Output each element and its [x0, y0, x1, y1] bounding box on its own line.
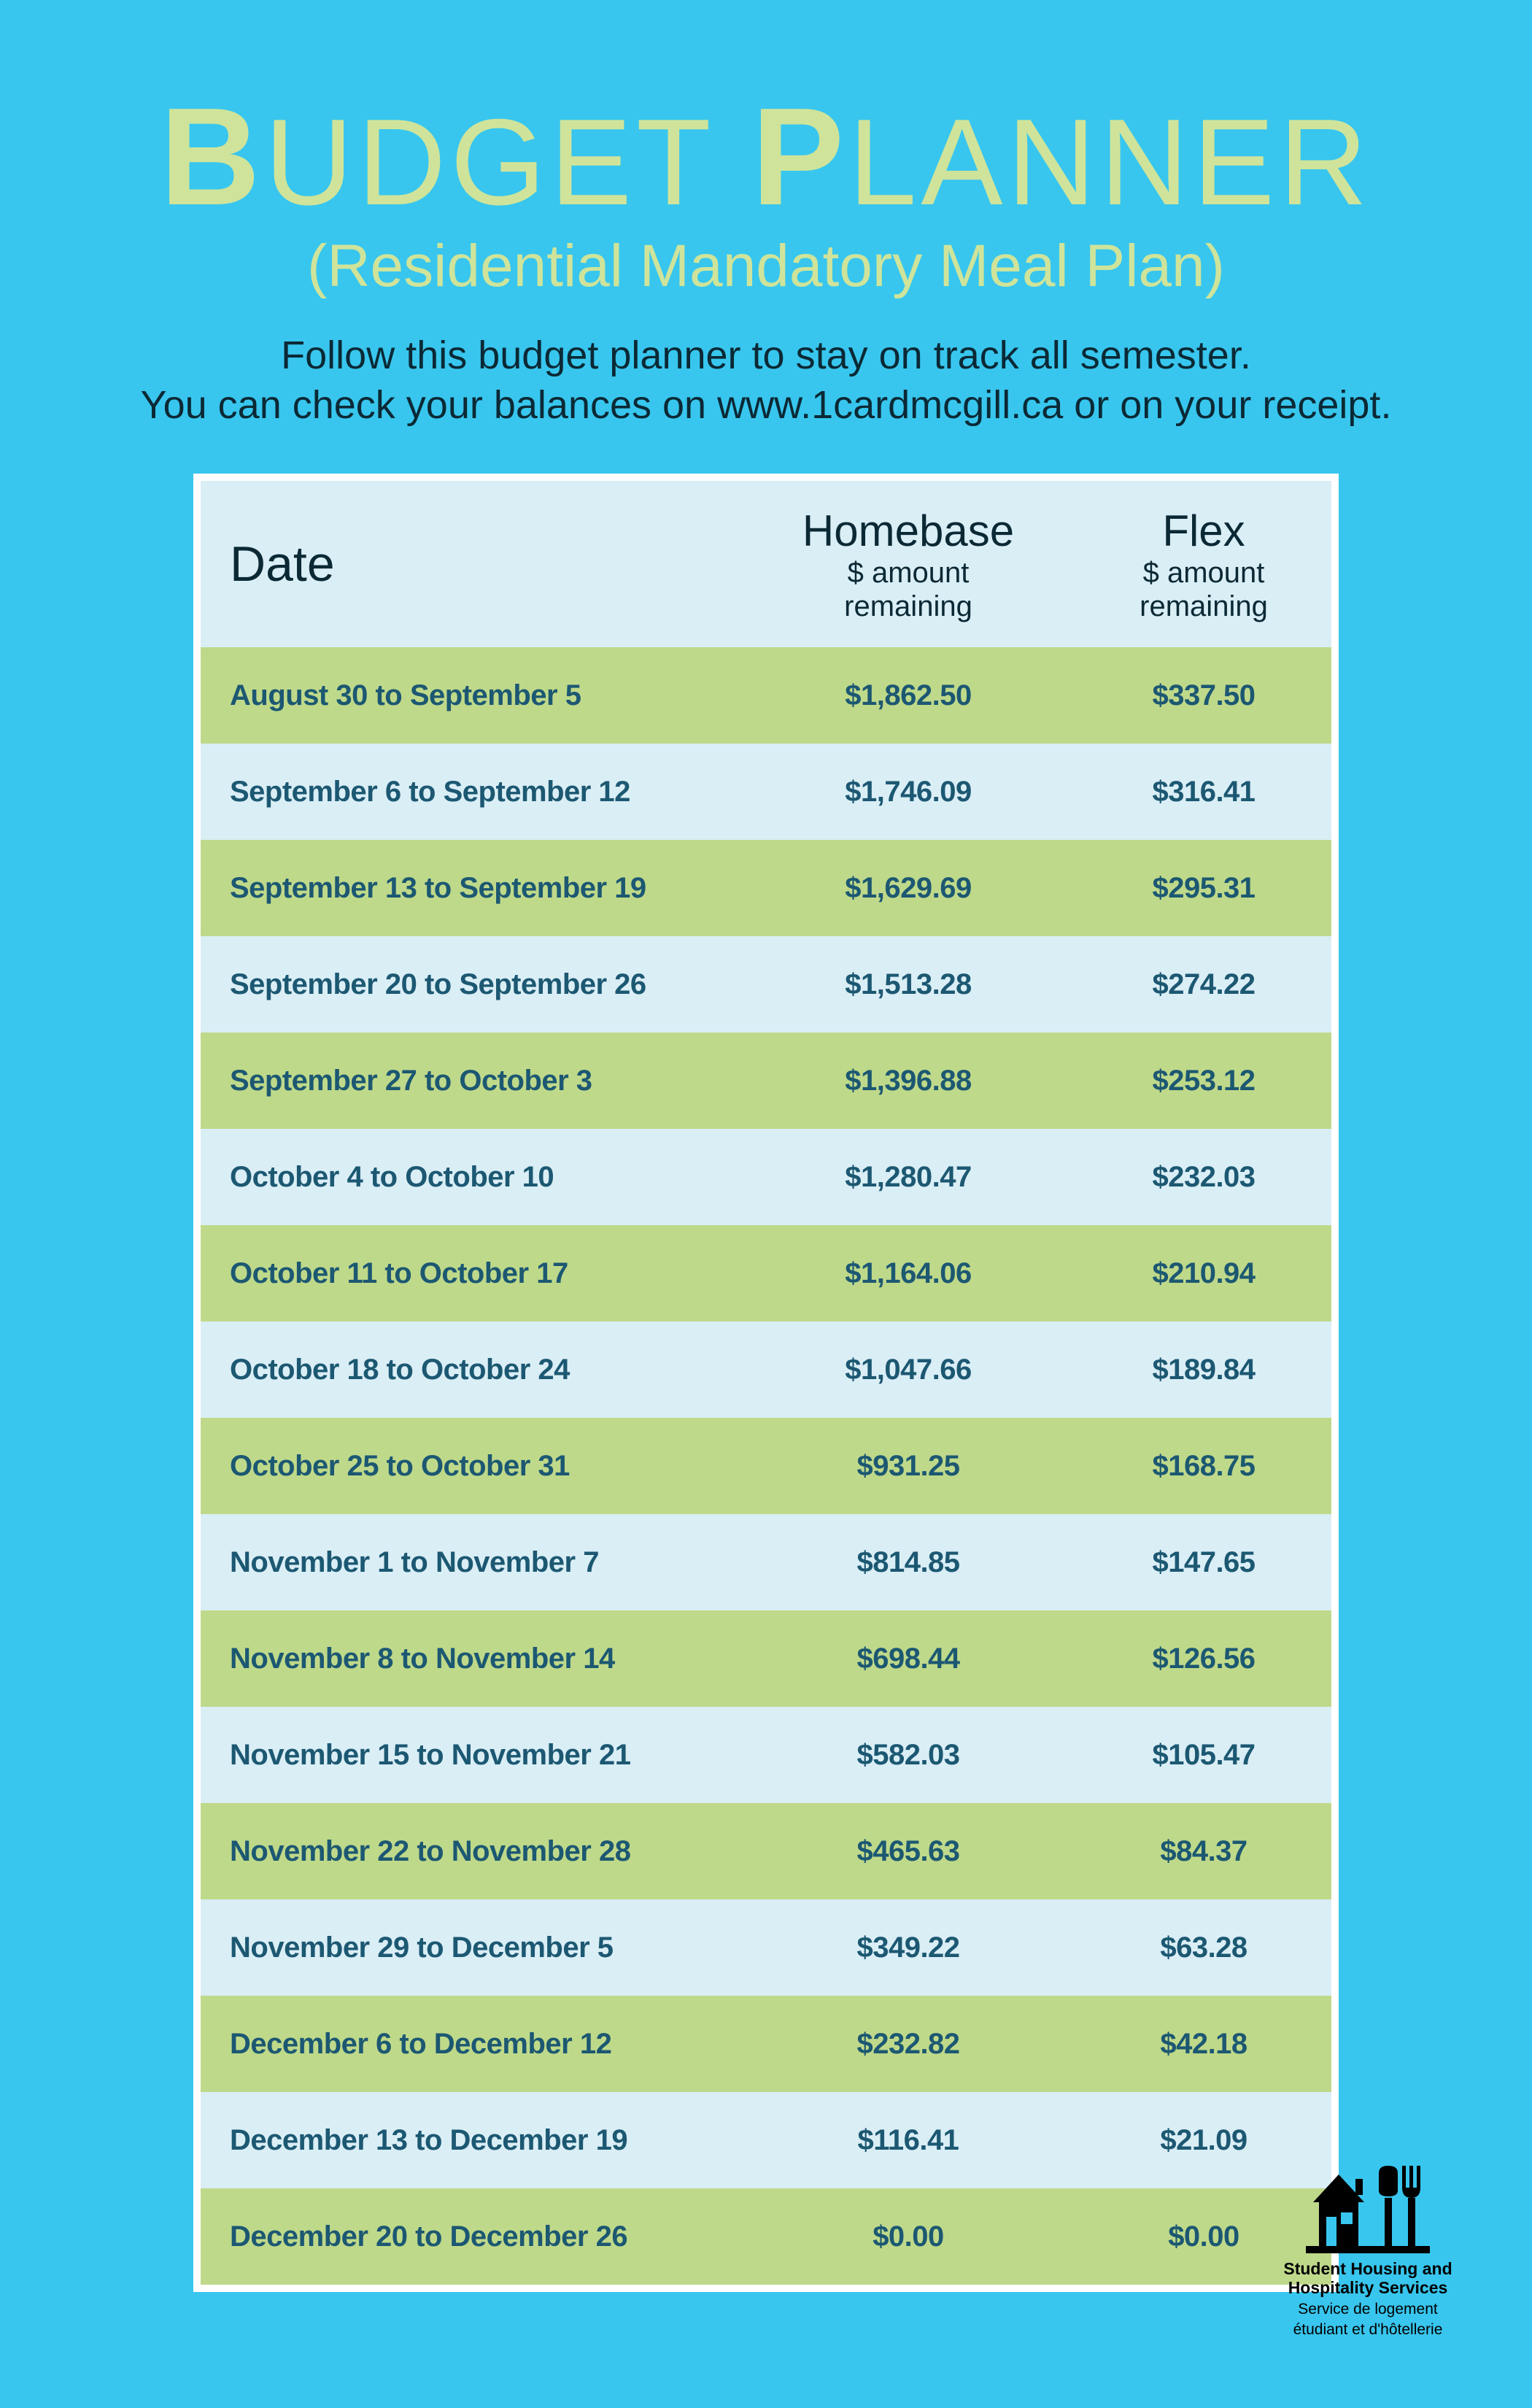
cell-homebase: $1,862.50 — [755, 679, 1061, 712]
header-homebase-sub1: $ amount — [755, 556, 1061, 590]
page: BUDGET PLANNER (Residential Mandatory Me… — [0, 0, 1532, 2408]
header-block: BUDGET PLANNER (Residential Mandatory Me… — [0, 88, 1532, 301]
table-row: November 22 to November 28 $465.63 $84.3… — [201, 1803, 1331, 1899]
cell-date: October 18 to October 24 — [201, 1354, 755, 1386]
cell-homebase: $232.82 — [755, 2028, 1061, 2061]
cell-date: December 13 to December 19 — [201, 2124, 755, 2157]
table-row: November 1 to November 7 $814.85 $147.65 — [201, 1514, 1331, 1610]
cell-flex: $168.75 — [1061, 1450, 1346, 1483]
logo-text-4: étudiant et d'hôtellerie — [1262, 2321, 1474, 2339]
cell-flex: $316.41 — [1061, 776, 1346, 809]
cell-date: September 27 to October 3 — [201, 1065, 755, 1097]
cell-date: October 4 to October 10 — [201, 1161, 755, 1194]
cell-date: September 20 to September 26 — [201, 968, 755, 1001]
cell-homebase: $349.22 — [755, 1932, 1061, 1964]
title-cap-2: P — [751, 80, 848, 234]
logo-text-3: Service de logement — [1262, 2301, 1474, 2318]
table-row: September 20 to September 26 $1,513.28 $… — [201, 936, 1331, 1033]
cell-date: November 29 to December 5 — [201, 1932, 755, 1964]
cell-flex: $295.31 — [1061, 872, 1346, 905]
cell-flex: $42.18 — [1061, 2028, 1346, 2061]
logo-text-2: Hospitality Services — [1262, 2278, 1474, 2297]
cell-date: September 6 to September 12 — [201, 776, 755, 809]
header-flex-title: Flex — [1061, 506, 1346, 556]
table-row: November 8 to November 14 $698.44 $126.5… — [201, 1610, 1331, 1707]
cell-flex: $105.47 — [1061, 1739, 1346, 1772]
table-row: December 20 to December 26 $0.00 $0.00 — [201, 2188, 1331, 2285]
cell-homebase: $698.44 — [755, 1643, 1061, 1675]
cell-date: November 22 to November 28 — [201, 1835, 755, 1868]
cell-flex: $84.37 — [1061, 1835, 1346, 1868]
cell-homebase: $116.41 — [755, 2124, 1061, 2157]
table-row: September 27 to October 3 $1,396.88 $253… — [201, 1033, 1331, 1129]
cell-date: August 30 to September 5 — [201, 679, 755, 712]
house-fork-icon — [1299, 2160, 1437, 2255]
table-row: September 6 to September 12 $1,746.09 $3… — [201, 744, 1331, 840]
cell-homebase: $1,396.88 — [755, 1065, 1061, 1097]
cell-date: October 11 to October 17 — [201, 1257, 755, 1290]
title-cap-1: B — [160, 80, 264, 234]
table-row: December 6 to December 12 $232.82 $42.18 — [201, 1996, 1331, 2092]
cell-homebase: $1,513.28 — [755, 968, 1061, 1001]
cell-date: October 25 to October 31 — [201, 1450, 755, 1483]
table-row: October 4 to October 10 $1,280.47 $232.0… — [201, 1129, 1331, 1225]
header-date: Date — [201, 536, 755, 593]
table-row: December 13 to December 19 $116.41 $21.0… — [201, 2092, 1331, 2188]
header-flex: Flex $ amount remaining — [1061, 506, 1346, 623]
table-row: October 11 to October 17 $1,164.06 $210.… — [201, 1225, 1331, 1321]
header-flex-sub1: $ amount — [1061, 556, 1346, 590]
cell-date: December 20 to December 26 — [201, 2220, 755, 2253]
intro-line-2: You can check your balances on www.1card… — [0, 381, 1532, 431]
title-rest-1: UDGET — [265, 93, 713, 231]
cell-flex: $21.09 — [1061, 2124, 1346, 2157]
cell-homebase: $1,629.69 — [755, 872, 1061, 905]
budget-table: Date Homebase $ amount remaining Flex $ … — [193, 474, 1339, 2292]
cell-flex: $126.56 — [1061, 1643, 1346, 1675]
header-homebase-sub2: remaining — [755, 590, 1061, 623]
table-row: October 18 to October 24 $1,047.66 $189.… — [201, 1321, 1331, 1418]
cell-homebase: $1,164.06 — [755, 1257, 1061, 1290]
cell-flex: $253.12 — [1061, 1065, 1346, 1097]
header-homebase-title: Homebase — [755, 506, 1061, 556]
page-subtitle: (Residential Mandatory Meal Plan) — [0, 232, 1532, 301]
cell-date: September 13 to September 19 — [201, 872, 755, 905]
table-row: November 29 to December 5 $349.22 $63.28 — [201, 1899, 1331, 1996]
header-homebase: Homebase $ amount remaining — [755, 506, 1061, 623]
cell-homebase: $1,047.66 — [755, 1354, 1061, 1386]
table-row: August 30 to September 5 $1,862.50 $337.… — [201, 647, 1331, 744]
table-row: September 13 to September 19 $1,629.69 $… — [201, 840, 1331, 936]
cell-homebase: $465.63 — [755, 1835, 1061, 1868]
cell-date: November 1 to November 7 — [201, 1546, 755, 1579]
table-header-row: Date Homebase $ amount remaining Flex $ … — [201, 481, 1331, 647]
table-row: October 25 to October 31 $931.25 $168.75 — [201, 1418, 1331, 1514]
cell-flex: $63.28 — [1061, 1932, 1346, 1964]
org-logo: Student Housing and Hospitality Services… — [1262, 2160, 1474, 2339]
cell-flex: $274.22 — [1061, 968, 1346, 1001]
page-title: BUDGET PLANNER — [0, 88, 1532, 226]
cell-flex: $337.50 — [1061, 679, 1346, 712]
intro-text: Follow this budget planner to stay on tr… — [0, 331, 1532, 430]
cell-flex: $232.03 — [1061, 1161, 1346, 1194]
cell-flex: $147.65 — [1061, 1546, 1346, 1579]
logo-text-1: Student Housing and — [1262, 2259, 1474, 2278]
table-row: November 15 to November 21 $582.03 $105.… — [201, 1707, 1331, 1803]
cell-homebase: $1,746.09 — [755, 776, 1061, 809]
cell-homebase: $0.00 — [755, 2220, 1061, 2253]
cell-homebase: $931.25 — [755, 1450, 1061, 1483]
cell-homebase: $1,280.47 — [755, 1161, 1061, 1194]
cell-flex: $210.94 — [1061, 1257, 1346, 1290]
cell-flex: $189.84 — [1061, 1354, 1346, 1386]
cell-date: November 8 to November 14 — [201, 1643, 755, 1675]
cell-homebase: $582.03 — [755, 1739, 1061, 1772]
header-flex-sub2: remaining — [1061, 590, 1346, 623]
title-rest-2: LANNER — [848, 93, 1372, 231]
intro-line-1: Follow this budget planner to stay on tr… — [0, 331, 1532, 381]
cell-date: December 6 to December 12 — [201, 2028, 755, 2061]
cell-homebase: $814.85 — [755, 1546, 1061, 1579]
cell-date: November 15 to November 21 — [201, 1739, 755, 1772]
